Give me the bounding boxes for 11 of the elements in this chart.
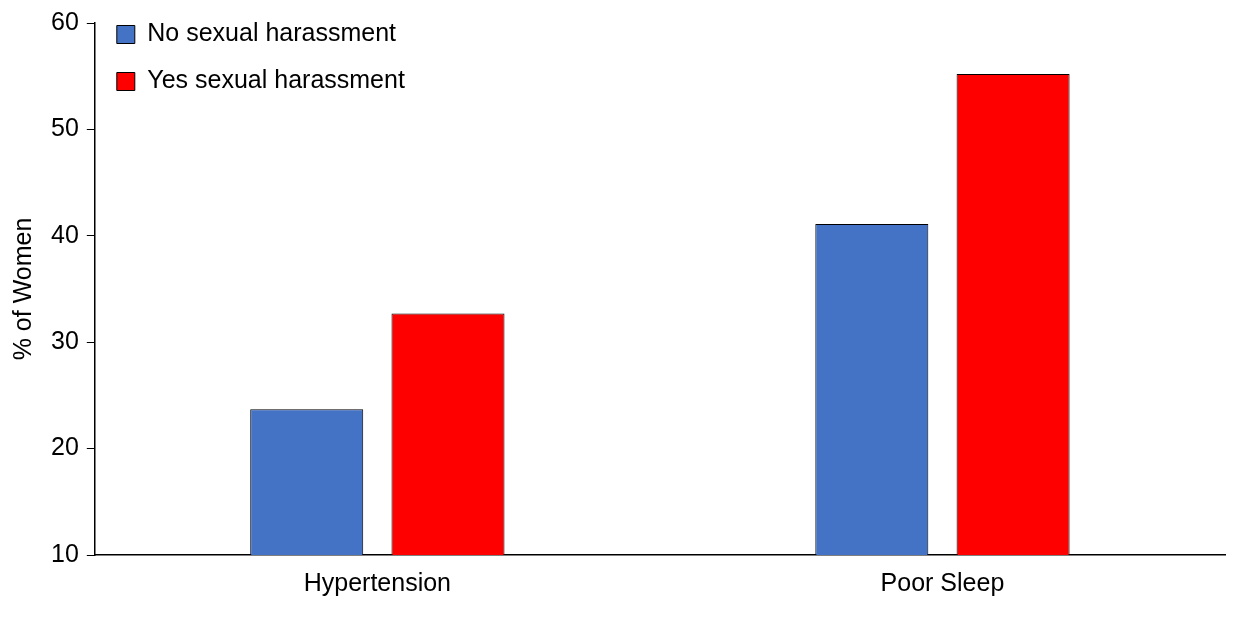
legend-label: No sexual harassment	[147, 18, 397, 47]
y-tick-label: 30	[51, 326, 79, 355]
y-tick-label: 50	[51, 113, 79, 142]
y-tick-label: 40	[51, 219, 79, 248]
y-tick-label: 20	[51, 432, 79, 461]
y-tick-label: 10	[51, 538, 79, 567]
legend-label: Yes sexual harassment	[147, 65, 405, 94]
x-tick-label: Poor Sleep	[880, 567, 1005, 596]
y-axis-title: % of Women	[7, 217, 36, 361]
y-tick-label: 60	[51, 6, 79, 35]
x-tick-label: Hypertension	[303, 567, 452, 596]
